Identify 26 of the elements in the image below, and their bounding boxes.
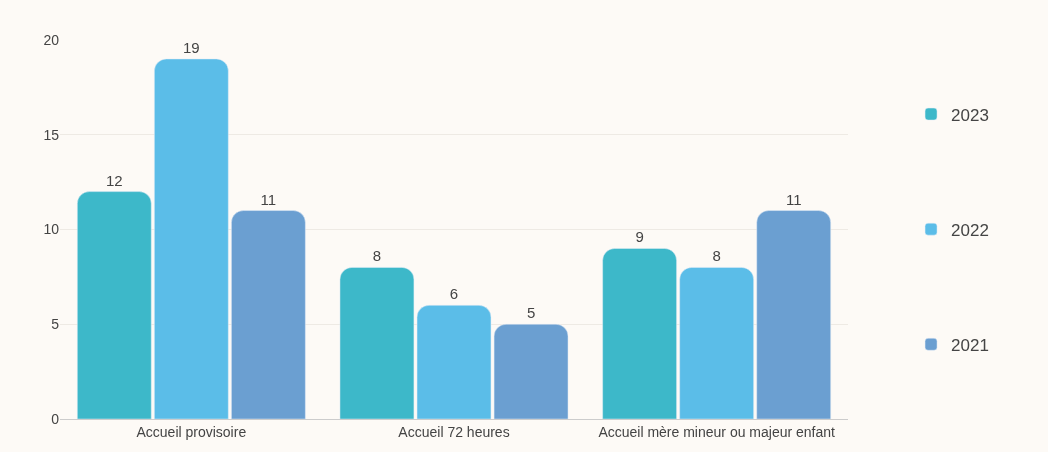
y-tick-label: 15 xyxy=(43,126,60,143)
data-label: 5 xyxy=(526,304,536,322)
data-label: 8 xyxy=(372,247,382,265)
bar xyxy=(154,58,229,419)
y-tick-label: 0 xyxy=(51,410,60,427)
x-tick-label: Accueil provisoire xyxy=(136,423,247,440)
x-tick-label: Accueil mère mineur ou majeur enfant xyxy=(598,423,836,440)
y-tick-label: 10 xyxy=(43,221,60,238)
bar xyxy=(231,210,306,419)
bar xyxy=(679,267,754,419)
data-label: 11 xyxy=(785,190,802,208)
legend-label: 2022 xyxy=(951,220,989,240)
data-label: 12 xyxy=(105,171,123,189)
legend-label: 2021 xyxy=(951,335,989,355)
bar xyxy=(602,248,677,419)
legend-label: 2023 xyxy=(951,105,989,125)
bar xyxy=(756,210,831,419)
data-label: 19 xyxy=(182,38,200,56)
y-tick-label: 20 xyxy=(43,31,60,48)
bar xyxy=(77,191,152,419)
x-tick-label: Accueil 72 heures xyxy=(398,423,510,440)
data-label: 8 xyxy=(712,247,721,265)
data-label: 9 xyxy=(635,228,644,246)
data-label: 11 xyxy=(260,190,277,208)
data-label: 6 xyxy=(449,285,459,303)
y-tick-label: 5 xyxy=(51,316,60,333)
